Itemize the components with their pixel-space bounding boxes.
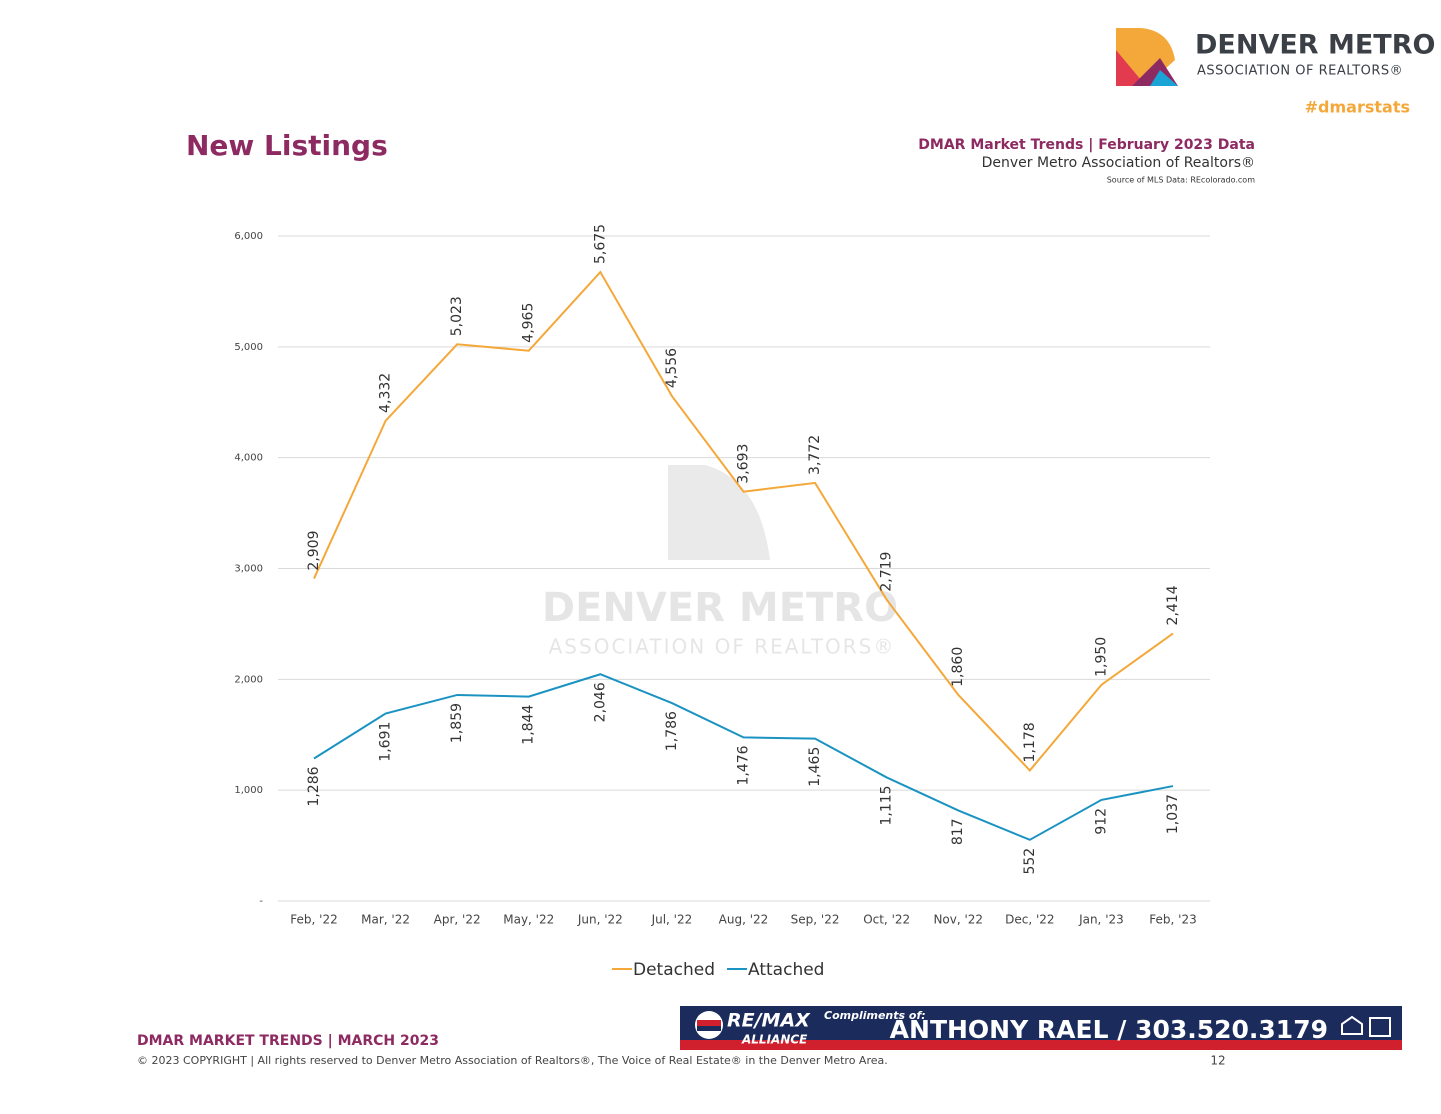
data-label: 5,023 [449, 296, 465, 336]
data-label: 1,286 [306, 766, 322, 806]
data-label: 4,332 [378, 373, 394, 413]
legend-label: Detached [633, 960, 715, 980]
banner-brand: RE/MAX [727, 1010, 811, 1032]
x-tick-label: Jun, '22 [577, 913, 623, 927]
data-label: 2,046 [592, 682, 608, 722]
x-tick-label: Nov, '22 [933, 913, 983, 927]
x-tick-label: Apr, '22 [434, 913, 481, 927]
y-tick-label: 2,000 [234, 674, 263, 685]
data-label: 1,037 [1165, 794, 1181, 834]
y-tick-label: - [259, 896, 263, 907]
y-tick-label: 3,000 [234, 564, 263, 575]
banner-brand-sub: ALLIANCE [741, 1033, 808, 1047]
logo [1116, 28, 1178, 86]
data-label: 1,860 [950, 647, 966, 687]
data-label: 5,675 [592, 224, 608, 264]
y-tick-label: 4,000 [234, 453, 263, 464]
data-label: 1,691 [378, 722, 394, 762]
x-tick-label: Dec, '22 [1005, 913, 1054, 927]
watermark: DENVER METRO [542, 585, 898, 631]
data-label: 1,950 [1093, 637, 1109, 677]
watermark: ASSOCIATION OF REALTORS® [549, 635, 896, 659]
data-label: 1,115 [879, 785, 895, 825]
x-tick-label: Jan, '23 [1078, 913, 1124, 927]
data-label: 1,476 [736, 745, 752, 785]
data-label: 4,556 [664, 348, 680, 388]
data-label: 817 [950, 818, 966, 845]
legend-label: Attached [748, 960, 824, 980]
page-number: 12 [1210, 1054, 1225, 1068]
data-label: 552 [1022, 848, 1038, 875]
brand: DENVER METRO [1195, 30, 1435, 61]
x-tick-label: Mar, '22 [361, 913, 410, 927]
banner-agent: ANTHONY RAEL / 303.520.3179 [890, 1015, 1328, 1044]
data-label: 1,844 [521, 705, 537, 745]
x-tick-label: Sep, '22 [791, 913, 840, 927]
brand-sub: ASSOCIATION OF REALTORS® [1197, 64, 1403, 79]
data-label: 1,465 [807, 747, 823, 787]
copyright: © 2023 COPYRIGHT | All rights reserved t… [137, 1054, 888, 1067]
data-label: 2,719 [879, 552, 895, 592]
data-label: 912 [1093, 808, 1109, 835]
y-tick-label: 5,000 [234, 342, 263, 353]
data-label: 2,414 [1165, 585, 1181, 625]
data-label: 1,178 [1022, 722, 1038, 762]
data-label: 1,859 [449, 703, 465, 743]
footer-title: DMAR MARKET TRENDS | MARCH 2023 [137, 1033, 439, 1049]
x-tick-label: Feb, '22 [290, 913, 337, 927]
x-tick-label: Feb, '23 [1149, 913, 1196, 927]
series-line [313, 270, 1174, 772]
banner-compliments: Compliments of: [824, 1009, 926, 1022]
banner [680, 1006, 1402, 1050]
source: Source of MLS Data: REcolorado.com [1107, 176, 1255, 185]
banner-icons [1341, 1015, 1391, 1037]
report-title: DMAR Market Trends | February 2023 Data [918, 137, 1255, 153]
y-tick-label: 6,000 [234, 231, 263, 242]
data-label: 2,909 [306, 530, 322, 570]
chart-title: New Listings [186, 129, 388, 162]
x-tick-label: Aug, '22 [719, 913, 769, 927]
x-tick-label: May, '22 [503, 913, 554, 927]
data-label: 4,965 [521, 303, 537, 343]
watermark-logo [668, 465, 770, 560]
data-label: 1,786 [664, 711, 680, 751]
x-tick-label: Jul, '22 [651, 913, 693, 927]
hashtag: #dmarstats [1305, 98, 1410, 117]
chart: - 1,000 2,000 3,000 4,000 5,000 6,000 Feb, '22 M… [234, 224, 1210, 980]
x-tick-label: Oct, '22 [863, 913, 910, 927]
y-tick-label: 1,000 [234, 785, 263, 796]
data-label: 3,772 [807, 435, 823, 475]
series-line [313, 673, 1174, 841]
data-label: 3,693 [736, 444, 752, 484]
org: Denver Metro Association of Realtors® [982, 155, 1255, 171]
